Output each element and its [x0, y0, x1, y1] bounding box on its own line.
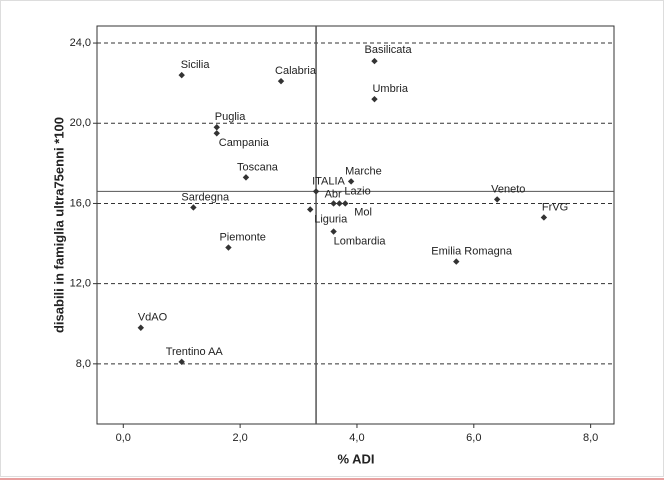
point-label: Abr [325, 188, 342, 200]
point-label: Calabria [275, 65, 317, 77]
point [453, 258, 460, 265]
y-tick-label: 20,0 [70, 117, 91, 129]
point-label: Trentino AA [166, 346, 224, 358]
point [137, 324, 145, 331]
point [336, 200, 343, 207]
point-label: FrVG [542, 201, 568, 213]
y-tick-label: 12,0 [70, 278, 91, 290]
point [330, 200, 337, 207]
point [307, 206, 314, 213]
point-label: Basilicata [364, 44, 412, 56]
point [330, 228, 337, 235]
point [178, 71, 185, 79]
point [312, 188, 320, 195]
point-label: Marche [345, 165, 382, 177]
point-label: Piemonte [219, 231, 265, 243]
point [213, 130, 220, 137]
point-label: Sardegna [181, 191, 230, 203]
point [347, 178, 355, 185]
point [213, 124, 220, 131]
point-label: Campania [219, 137, 270, 149]
point-label: Toscana [237, 161, 279, 173]
x-tick-label: 6,0 [466, 432, 481, 444]
x-tick-label: 2,0 [232, 432, 247, 444]
point [242, 174, 250, 181]
y-tick-label: 8,0 [76, 358, 91, 370]
point-label: Emilia Romagna [431, 245, 513, 257]
point [493, 196, 501, 203]
x-tick-label: 0,0 [116, 432, 131, 444]
plot-area [96, 25, 615, 425]
point-label: Puglia [215, 111, 246, 123]
y-axis-title: disabili in famiglia ultra75enni *100 [51, 117, 66, 333]
x-axis-title: % ADI [337, 451, 374, 466]
point-label: Mol [354, 206, 372, 218]
x-tick-label: 4,0 [349, 432, 364, 444]
point [178, 358, 185, 366]
point [342, 200, 349, 207]
point-label: Liguria [314, 213, 348, 225]
y-tick-label: 24,0 [70, 37, 91, 49]
point-label: Lombardia [334, 235, 387, 247]
point-label: ITALIA [312, 175, 345, 187]
point-label: Veneto [491, 183, 525, 195]
point [277, 77, 285, 85]
point [540, 214, 548, 221]
x-tick-label: 8,0 [583, 432, 598, 444]
point-label: Sicilia [181, 59, 211, 71]
point [371, 57, 378, 65]
y-tick-label: 16,0 [70, 197, 91, 209]
point-label: VdAO [138, 312, 168, 324]
point [225, 244, 232, 251]
point-label: Umbria [372, 83, 408, 95]
point [190, 204, 197, 211]
point [371, 95, 378, 103]
point-label: Lazio [344, 185, 370, 197]
